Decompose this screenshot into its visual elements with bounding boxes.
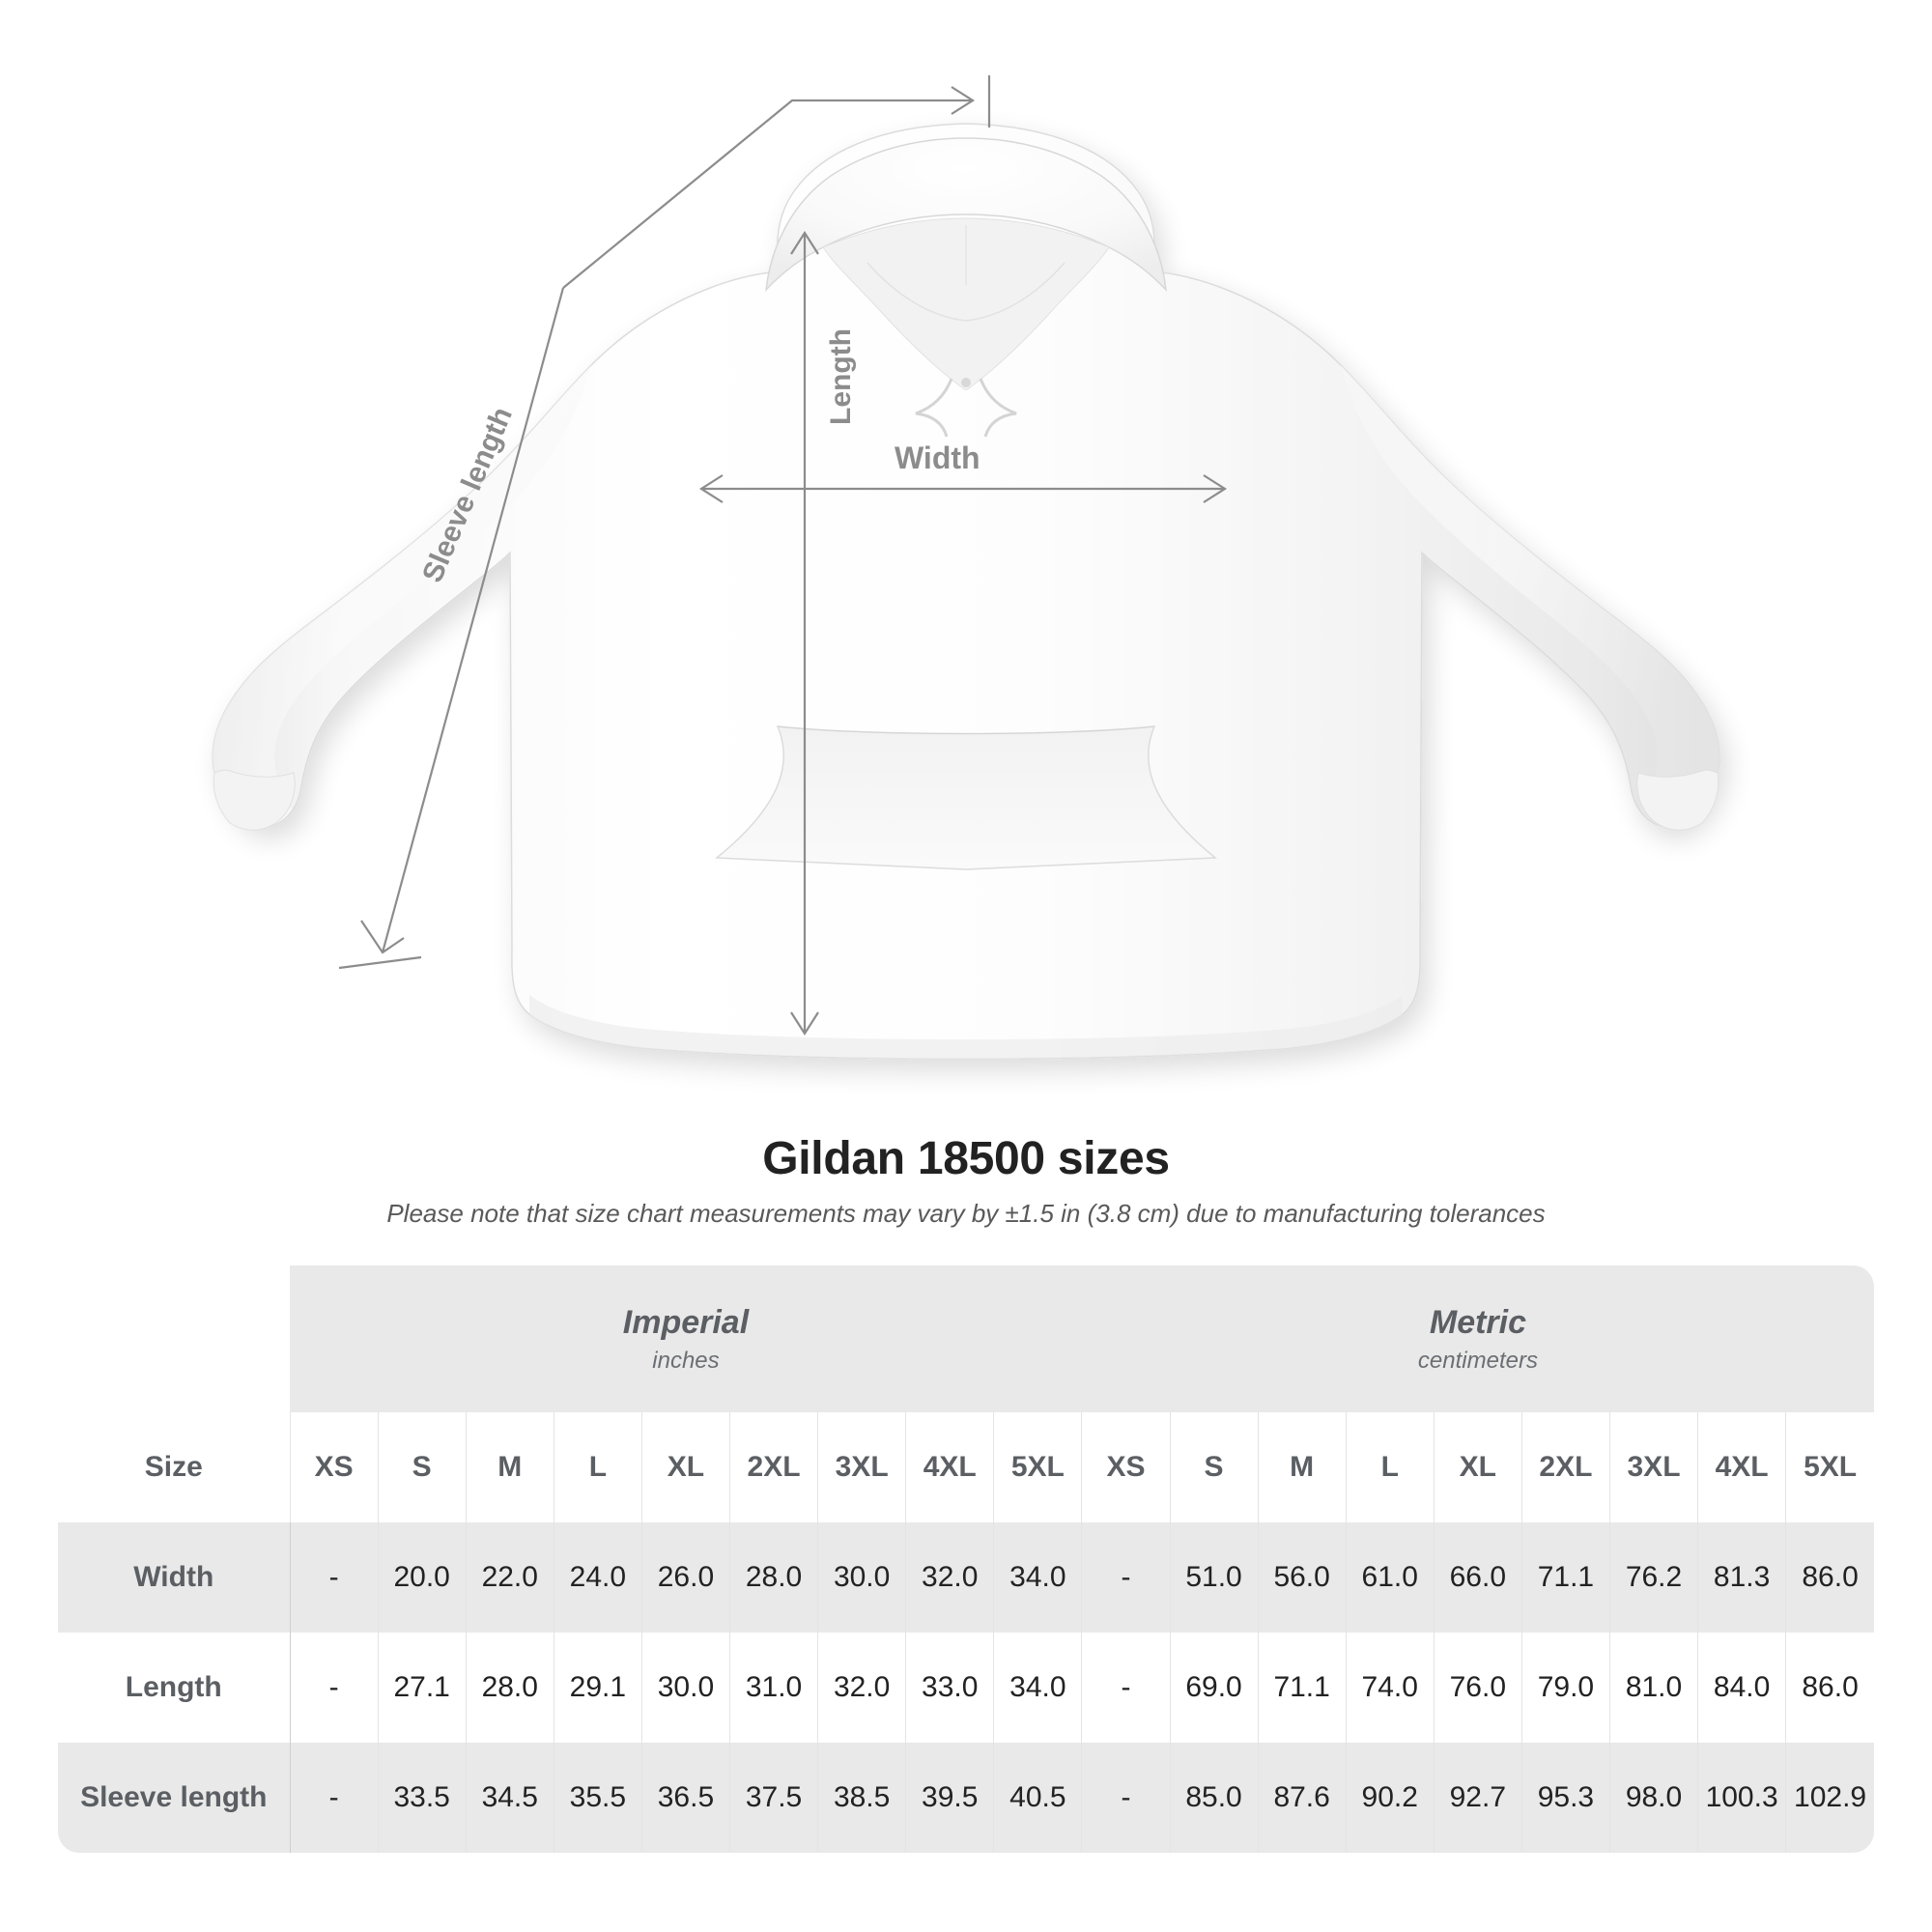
svg-text:Length: Length (825, 328, 857, 425)
svg-text:Width: Width (895, 440, 980, 475)
